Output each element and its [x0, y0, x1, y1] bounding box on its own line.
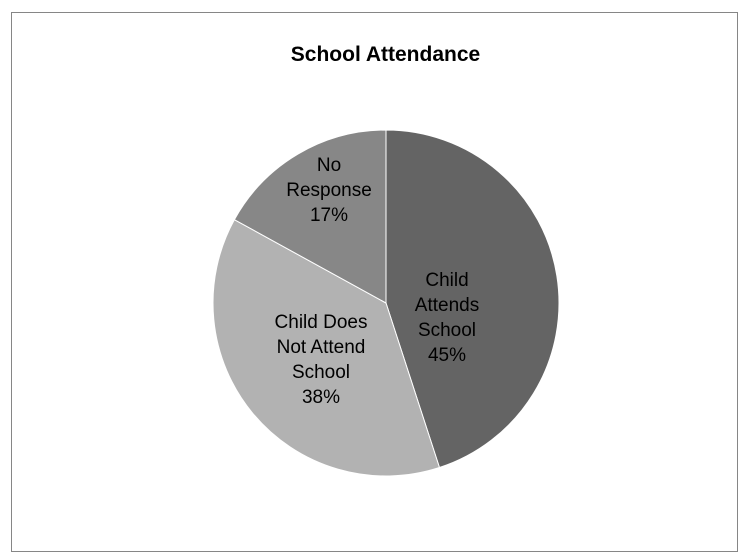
pie-slices — [212, 129, 560, 477]
slice-percent-label: 38% — [302, 387, 340, 408]
pie-chart: Child Attends School 45% Child Does Not Atten… — [212, 129, 560, 477]
slice-percent-label: 45% — [428, 345, 466, 366]
slice-category-label: Not Attend — [277, 337, 366, 358]
slice-category-label: School — [292, 362, 350, 383]
slice-category-label: No — [317, 155, 341, 176]
slice-category-label: Response — [286, 180, 372, 201]
slice-data-label: No Response 17% — [286, 155, 372, 226]
pie-slice — [385, 129, 560, 469]
slice-category-label: School — [418, 320, 476, 341]
slice-category-label: Child Does — [275, 312, 368, 333]
chart-title: School Attendance — [290, 43, 481, 66]
slice-category-label: Attends — [415, 295, 479, 316]
slice-percent-label: 17% — [310, 205, 348, 226]
pie-labels: Child Attends School 45% Child Does Not Atten… — [275, 155, 480, 408]
slice-data-label: Child Attends School 45% — [415, 270, 479, 366]
pie-slice — [233, 129, 387, 304]
slice-data-label: Child Does Not Attend School 38% — [275, 312, 368, 408]
slice-category-label: Child — [425, 270, 468, 291]
pie-slice — [212, 218, 441, 477]
